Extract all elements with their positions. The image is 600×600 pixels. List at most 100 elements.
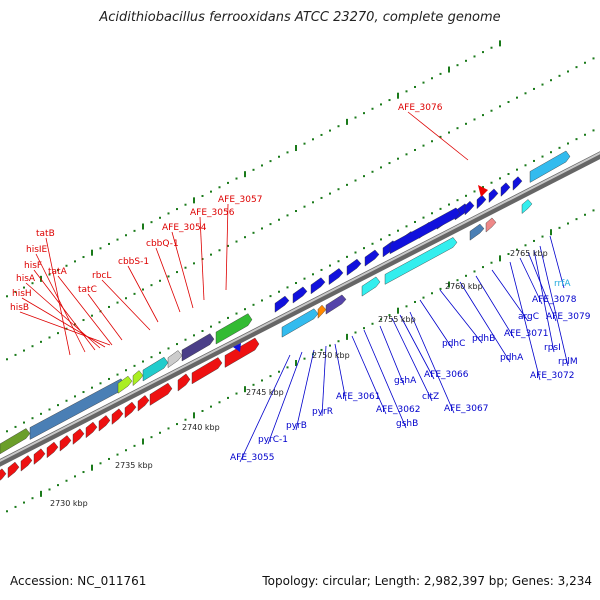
scale-dot: [57, 269, 59, 272]
scale-dot: [125, 297, 127, 300]
gene-label[interactable]: rplM: [558, 357, 578, 367]
gene-label[interactable]: hisH: [12, 289, 32, 299]
reverse-gene-arrow: [346, 258, 362, 276]
gene-label[interactable]: pyrC-1: [258, 435, 288, 445]
scale-dot: [397, 307, 399, 314]
gene-label[interactable]: AFE_3076: [398, 103, 443, 113]
scale-dot: [269, 223, 272, 226]
reverse-gene-arrow: [317, 304, 327, 319]
scale-dot: [252, 231, 255, 234]
scale-dot: [490, 109, 493, 112]
scale-dot: [82, 471, 85, 474]
gene-label[interactable]: hisF: [24, 261, 42, 271]
scale-dot: [584, 133, 586, 136]
label-leader-line: [171, 231, 194, 309]
label-leader-line: [491, 269, 529, 322]
gene-label[interactable]: AFE_3067: [444, 404, 488, 414]
scale-dot: [558, 226, 561, 229]
gene-label[interactable]: AFE_3066: [424, 370, 469, 380]
gene-label[interactable]: AFE_3062: [376, 405, 420, 415]
scale-dot: [363, 112, 365, 115]
scale-dot: [99, 247, 102, 250]
label-leader-line: [351, 335, 387, 415]
label-leader-line: [539, 245, 569, 367]
gene-label[interactable]: AFE_3072: [530, 371, 574, 381]
forward-gene-arrow: [59, 435, 72, 452]
gene-label[interactable]: rbcL: [92, 271, 111, 281]
label-leader-line: [321, 345, 327, 417]
reverse-gene-arrow: [389, 207, 461, 255]
scale-dot: [57, 404, 59, 407]
gene-label[interactable]: AFE_3071: [504, 329, 548, 339]
scale-dot: [244, 308, 246, 311]
reverse-gene-arrow: [521, 199, 533, 215]
scale-dot: [465, 274, 467, 277]
gene-label[interactable]: citZ: [422, 392, 439, 402]
gene-label[interactable]: pyrR: [312, 407, 333, 417]
gene-label[interactable]: hisA: [16, 274, 36, 284]
scale-tick-label: 2755 kbp: [378, 315, 416, 324]
gene-label[interactable]: rrfA: [554, 279, 571, 289]
gene-label[interactable]: pyrB: [286, 421, 307, 431]
label-leader-line: [439, 289, 483, 344]
scale-dot: [167, 275, 170, 278]
scale-dot: [201, 409, 204, 412]
scale-dot: [261, 227, 263, 230]
scale-dot: [431, 140, 433, 143]
reverse-gene-block: [181, 333, 215, 362]
scale-dot: [23, 501, 25, 504]
scale-dot: [244, 236, 246, 239]
scale-dot: [159, 351, 161, 354]
forward-gene-arrow: [177, 373, 191, 392]
scale-dot: [133, 229, 136, 232]
gene-label[interactable]: tatC: [78, 285, 97, 295]
scale-dot: [218, 249, 221, 252]
gene-label[interactable]: argC: [518, 312, 539, 322]
gene-label[interactable]: pdhA: [500, 353, 524, 363]
gene-label[interactable]: AFE_3056: [190, 208, 235, 218]
gene-label[interactable]: AFE_3054: [162, 223, 207, 233]
label-leader-line: [239, 354, 291, 463]
gene-label[interactable]: tatB: [36, 229, 55, 239]
scale-dot: [261, 379, 263, 382]
gene-label[interactable]: rpsI: [544, 343, 561, 353]
scale-dot: [541, 83, 544, 86]
reverse-gene-arrow: [464, 200, 475, 216]
gene-label[interactable]: hisIE: [26, 245, 48, 255]
scale-dot: [363, 175, 365, 178]
gene-label[interactable]: AFE_3055: [230, 453, 274, 463]
scale-dot: [541, 235, 544, 238]
scale-dot: [14, 425, 17, 428]
gene-label[interactable]: AFE_3061: [336, 392, 380, 402]
scale-dot: [269, 295, 272, 298]
forward-gene-arrow: [224, 337, 260, 368]
scale-dot: [405, 90, 408, 93]
scale-dot: [14, 353, 17, 356]
reverse-gene-arrow: [476, 194, 487, 210]
gene-label[interactable]: AFE_3057: [218, 195, 262, 205]
scale-dot: [456, 64, 459, 67]
gene-label[interactable]: gshA: [394, 376, 417, 386]
scale-dot: [6, 510, 8, 513]
gene-label[interactable]: hisB: [10, 303, 29, 313]
gene-label[interactable]: cbbQ-1: [146, 239, 179, 249]
gene-label[interactable]: tatA: [48, 267, 68, 277]
scale-dot: [286, 286, 289, 289]
reverse-gene-arrow: [529, 150, 571, 183]
gene-label[interactable]: AFE_3079: [546, 312, 591, 322]
gene-label[interactable]: cbbS-1: [118, 257, 149, 267]
gene-label[interactable]: AFE_3078: [532, 295, 577, 305]
reverse-gene-block: [132, 370, 144, 387]
scale-dot: [278, 155, 280, 158]
scale-dot: [592, 57, 595, 60]
scale-dot: [422, 296, 425, 299]
gene-label[interactable]: pdhB: [472, 334, 495, 344]
scale-dot: [91, 386, 93, 389]
label-leader-line: [379, 325, 405, 386]
scale-dot: [584, 61, 586, 64]
label-leader-line: [199, 216, 205, 301]
scale-dot: [278, 218, 280, 221]
gene-label[interactable]: pdhC: [442, 339, 465, 349]
gene-label[interactable]: gshB: [396, 419, 418, 429]
gene-features: [0, 150, 571, 481]
